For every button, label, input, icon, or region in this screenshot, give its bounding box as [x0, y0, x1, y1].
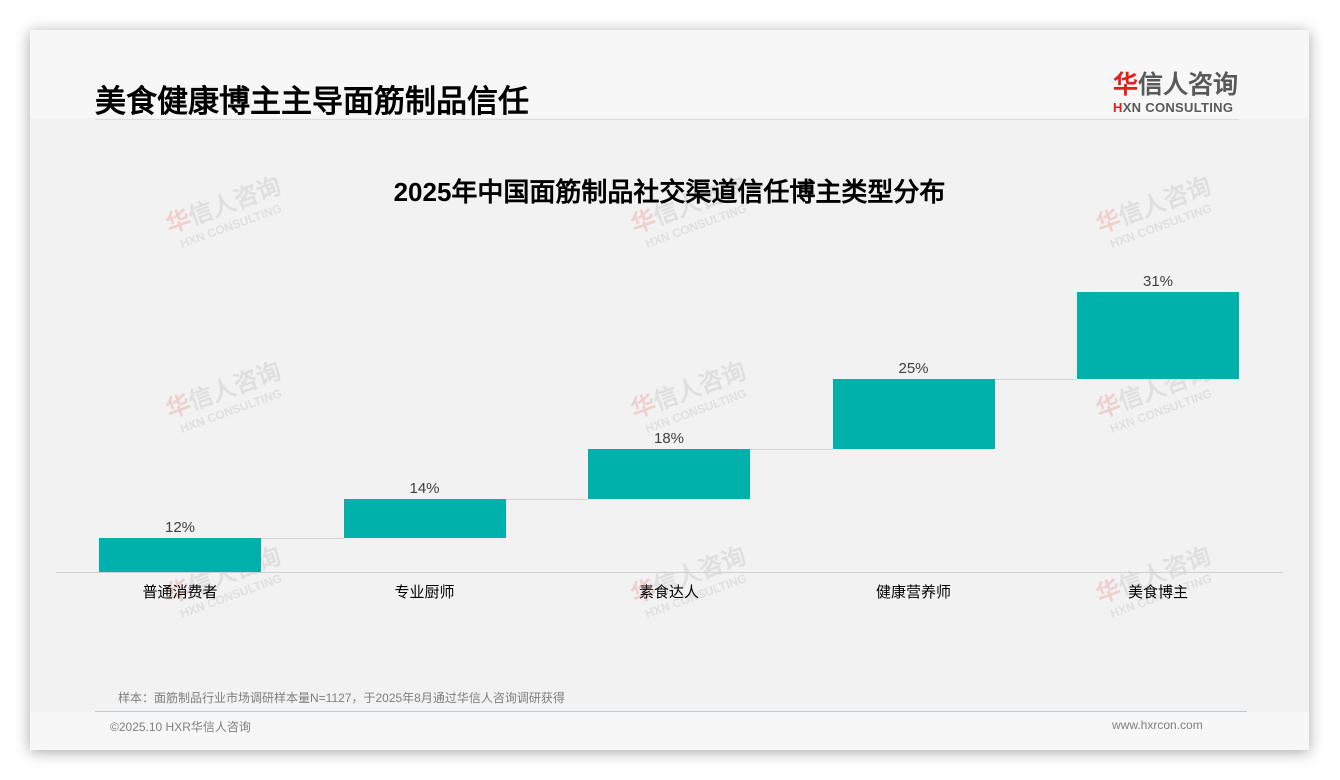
logo-cn: 华信人咨询 — [1113, 65, 1243, 101]
copyright: ©2025.10 HXR华信人咨询 — [110, 720, 251, 734]
connector-line — [261, 538, 344, 540]
x-axis-line — [56, 572, 1283, 573]
bar-3 — [832, 378, 995, 449]
website-link[interactable]: www.hxrcon.com — [1112, 718, 1203, 732]
data-label: 25% — [898, 359, 929, 377]
connector-line — [750, 448, 833, 450]
bar-4 — [1077, 292, 1239, 379]
header — [30, 30, 1309, 118]
bar-1 — [343, 499, 506, 539]
footer — [30, 712, 1309, 750]
page-title: 美食健康博主主导面筋制品信任 — [95, 84, 529, 119]
footer-divider — [95, 711, 1247, 712]
sample-note: 样本：面筋制品行业市场调研样本量N=1127，于2025年8月通过华信人咨询调研… — [118, 691, 565, 705]
connector-line — [505, 499, 588, 501]
data-label: 18% — [653, 429, 685, 447]
connector-line — [994, 378, 1077, 380]
category-label: 普通消费者 — [142, 584, 218, 601]
data-label: 12% — [164, 519, 196, 537]
logo-cn-text: 信人咨询 — [1138, 71, 1239, 99]
header-divider — [95, 119, 1239, 120]
chart-title: 2025年中国面筋制品社交渠道信任博主类型分布 — [393, 177, 946, 207]
bar-2 — [588, 448, 750, 500]
logo-en-mark: H — [1113, 100, 1123, 115]
category-label: 美食博主 — [1127, 584, 1188, 601]
category-label: 素食达人 — [638, 584, 699, 601]
data-label: 14% — [409, 480, 440, 498]
waterfall-chart: 12% 普通消费者 14% 专业厨师 18% 素食达人 25% 健康营养师 31% 美食博主 — [30, 30, 1309, 750]
logo-en: HXN CONSULTING — [1113, 100, 1243, 115]
category-label: 专业厨师 — [394, 584, 455, 601]
logo-en-text: XN CONSULTING — [1122, 100, 1234, 115]
company-logo: 华信人咨询 HXN CONSULTING — [1113, 65, 1243, 115]
bar-0 — [99, 538, 261, 572]
slide: 美食健康博主主导面筋制品信任 华信人咨询 HXN CONSULTING 华信人咨… — [30, 30, 1309, 750]
logo-mark: 华 — [1113, 71, 1139, 99]
data-label: 31% — [1142, 273, 1174, 290]
category-label: 健康营养师 — [875, 584, 951, 601]
